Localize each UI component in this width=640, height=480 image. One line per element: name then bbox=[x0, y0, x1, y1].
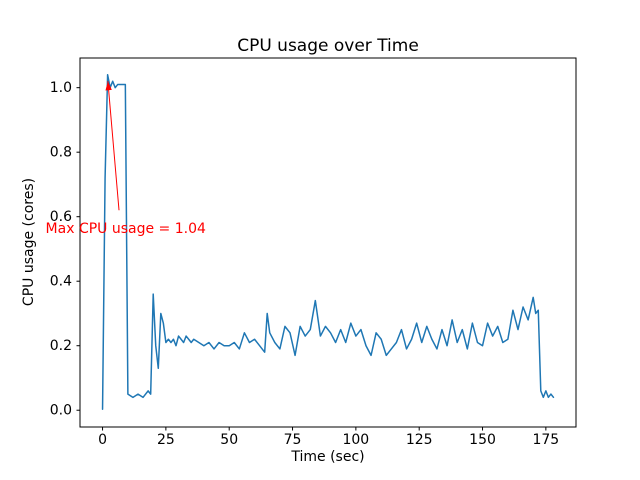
y-tick-label: 0.0 bbox=[50, 403, 72, 419]
y-tick-label: 0.4 bbox=[50, 274, 72, 290]
y-tick-label: 0.8 bbox=[50, 145, 72, 161]
x-tick-label: 50 bbox=[220, 432, 238, 448]
x-tick-label: 25 bbox=[157, 432, 175, 448]
chart-title: CPU usage over Time bbox=[237, 36, 419, 56]
y-tick-label: 0.6 bbox=[50, 209, 72, 225]
y-tick-label: 1.0 bbox=[50, 80, 72, 96]
axes-spines bbox=[79, 57, 577, 428]
x-axis-label: Time (sec) bbox=[290, 449, 364, 465]
annotation-arrow-head bbox=[105, 81, 112, 91]
max-annotation-text: Max CPU usage = 1.04 bbox=[46, 221, 206, 237]
y-tick-label: 0.2 bbox=[50, 338, 72, 354]
annotation-arrow-line bbox=[107, 81, 120, 211]
y-axis-label: CPU usage (cores) bbox=[21, 178, 37, 306]
cpu-usage-line bbox=[101, 74, 555, 411]
x-tick-label: 175 bbox=[532, 432, 559, 448]
x-tick-label: 75 bbox=[284, 432, 302, 448]
plot-area: 0 25 50 75 100 125 150 175 0.0 0.2 0.4 0.6 0.8 1.0 Max… bbox=[46, 57, 577, 448]
x-tick-label: 100 bbox=[342, 432, 369, 448]
x-tick-label: 150 bbox=[469, 432, 496, 448]
x-tick-label: 125 bbox=[406, 432, 433, 448]
x-tick-label: 0 bbox=[98, 432, 107, 448]
